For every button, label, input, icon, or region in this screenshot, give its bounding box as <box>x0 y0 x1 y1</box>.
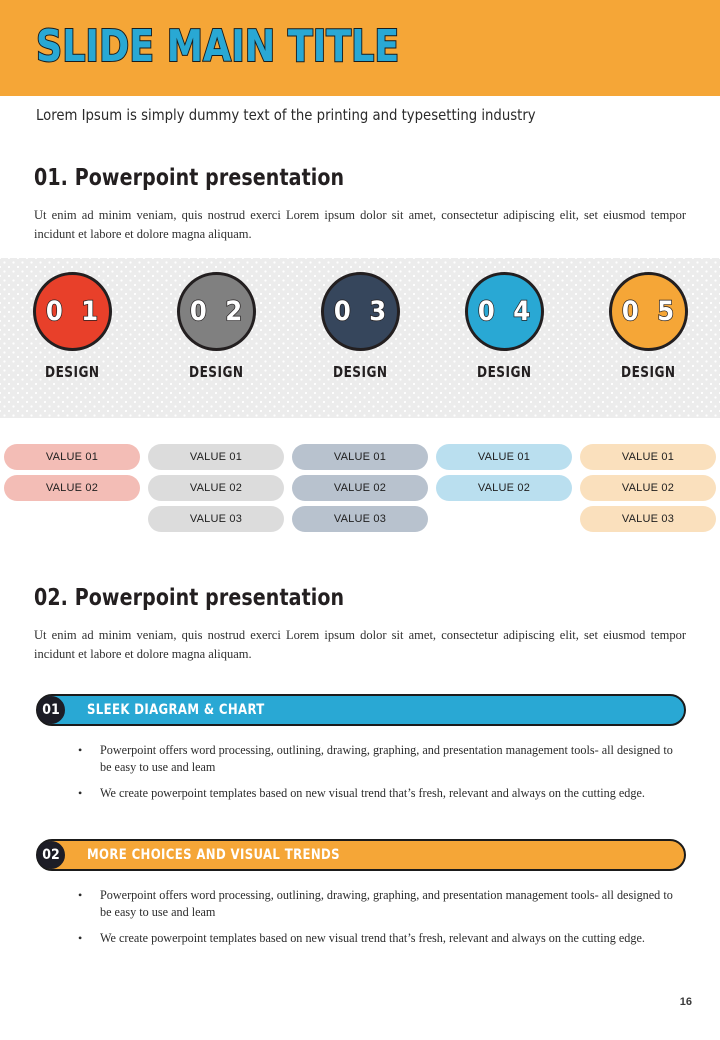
bullet-dot-icon: • <box>78 743 83 757</box>
value-pill[interactable]: VALUE 03 <box>580 506 716 532</box>
value-pill[interactable]: VALUE 02 <box>580 475 716 501</box>
bullet-item: • Powerpoint offers word processing, outl… <box>72 742 674 776</box>
circle-label-1: DESIGN <box>44 363 100 381</box>
section-heading-2: 02. Powerpoint presentation <box>34 585 345 611</box>
numbered-circle-3[interactable]: 0 3 <box>320 272 400 351</box>
bullet-item: • We create powerpoint templates based on… <box>72 785 674 802</box>
circle-label-5: DESIGN <box>620 363 676 381</box>
banner-bar-1[interactable]: 01 SLEEK DIAGRAM & CHART <box>36 694 686 726</box>
value-pill[interactable]: VALUE 01 <box>4 444 140 470</box>
circle-label-3: DESIGN <box>332 363 388 381</box>
value-pill[interactable]: VALUE 01 <box>436 444 572 470</box>
section-paragraph-2: Ut enim ad minim veniam, quis nostrud ex… <box>34 628 686 661</box>
value-pill[interactable]: VALUE 01 <box>580 444 716 470</box>
bullet-text: Powerpoint offers word processing, outli… <box>100 888 673 919</box>
value-pill-column-4: VALUE 01 VALUE 02 <box>436 444 572 501</box>
numbered-circle-4[interactable]: 0 4 <box>464 272 544 351</box>
value-pill[interactable]: VALUE 01 <box>292 444 428 470</box>
bullet-list-1: • Powerpoint offers word processing, outl… <box>72 742 674 811</box>
value-pill-column-5: VALUE 01 VALUE 02 VALUE 03 <box>580 444 716 532</box>
bullet-text: We create powerpoint templates based on … <box>100 931 645 945</box>
circle-item-2: 0 2 DESIGN <box>148 272 284 381</box>
bullet-text: Powerpoint offers word processing, outli… <box>100 743 673 774</box>
circle-number-3: 0 3 <box>333 295 392 327</box>
header-band <box>0 0 720 96</box>
section-paragraph-1: Ut enim ad minim veniam, quis nostrud ex… <box>34 208 686 241</box>
circle-item-1: 0 1 DESIGN <box>4 272 140 381</box>
circles-row: 0 1 DESIGN 0 2 DESIGN 0 3 DESIGN 0 4 DESIGN 0 5 D… <box>0 272 720 404</box>
numbered-circle-1[interactable]: 0 1 <box>32 272 112 351</box>
circle-number-4: 0 4 <box>477 295 536 327</box>
value-pill-column-1: VALUE 01 VALUE 02 <box>4 444 140 501</box>
value-pill[interactable]: VALUE 03 <box>292 506 428 532</box>
bullet-dot-icon: • <box>78 786 83 800</box>
banner-badge-2: 02 <box>37 841 65 869</box>
value-pill-column-2: VALUE 01 VALUE 02 VALUE 03 <box>148 444 284 532</box>
circle-number-2: 0 2 <box>189 295 248 327</box>
circle-item-4: 0 4 DESIGN <box>436 272 572 381</box>
banner-badge-1: 01 <box>37 696 65 724</box>
bullet-item: • Powerpoint offers word processing, outl… <box>72 887 674 921</box>
bullet-dot-icon: • <box>78 888 83 902</box>
bullet-dot-icon: • <box>78 931 83 945</box>
bullet-text: We create powerpoint templates based on … <box>100 786 645 800</box>
page-title: SLIDE MAIN TITLE <box>35 21 400 73</box>
value-pill-column-3: VALUE 01 VALUE 02 VALUE 03 <box>292 444 428 532</box>
circle-label-4: DESIGN <box>476 363 532 381</box>
circle-number-1: 0 1 <box>45 295 104 327</box>
numbered-circle-2[interactable]: 0 2 <box>176 272 256 351</box>
value-pill[interactable]: VALUE 02 <box>4 475 140 501</box>
circle-label-2: DESIGN <box>188 363 244 381</box>
circle-item-5: 0 5 DESIGN <box>580 272 716 381</box>
value-pill[interactable]: VALUE 02 <box>292 475 428 501</box>
banner-title-2: MORE CHOICES AND VISUAL TRENDS <box>87 847 340 863</box>
value-pill[interactable]: VALUE 01 <box>148 444 284 470</box>
subtitle-text: Lorem Ipsum is simply dummy text of the … <box>36 106 536 124</box>
bullet-item: • We create powerpoint templates based on… <box>72 930 674 947</box>
circle-number-5: 0 5 <box>621 295 680 327</box>
circle-item-3: 0 3 DESIGN <box>292 272 428 381</box>
value-pill[interactable]: VALUE 02 <box>436 475 572 501</box>
banner-bar-2[interactable]: 02 MORE CHOICES AND VISUAL TRENDS <box>36 839 686 871</box>
value-pill[interactable]: VALUE 02 <box>148 475 284 501</box>
numbered-circle-5[interactable]: 0 5 <box>608 272 688 351</box>
section-heading-1: 01. Powerpoint presentation <box>34 165 345 191</box>
value-pill[interactable]: VALUE 03 <box>148 506 284 532</box>
value-pills-row: VALUE 01 VALUE 02 VALUE 01 VALUE 02 VALUE 03… <box>0 444 720 532</box>
page-number: 16 <box>679 996 692 1008</box>
bullet-list-2: • Powerpoint offers word processing, outl… <box>72 887 674 956</box>
banner-title-1: SLEEK DIAGRAM & CHART <box>87 702 265 718</box>
